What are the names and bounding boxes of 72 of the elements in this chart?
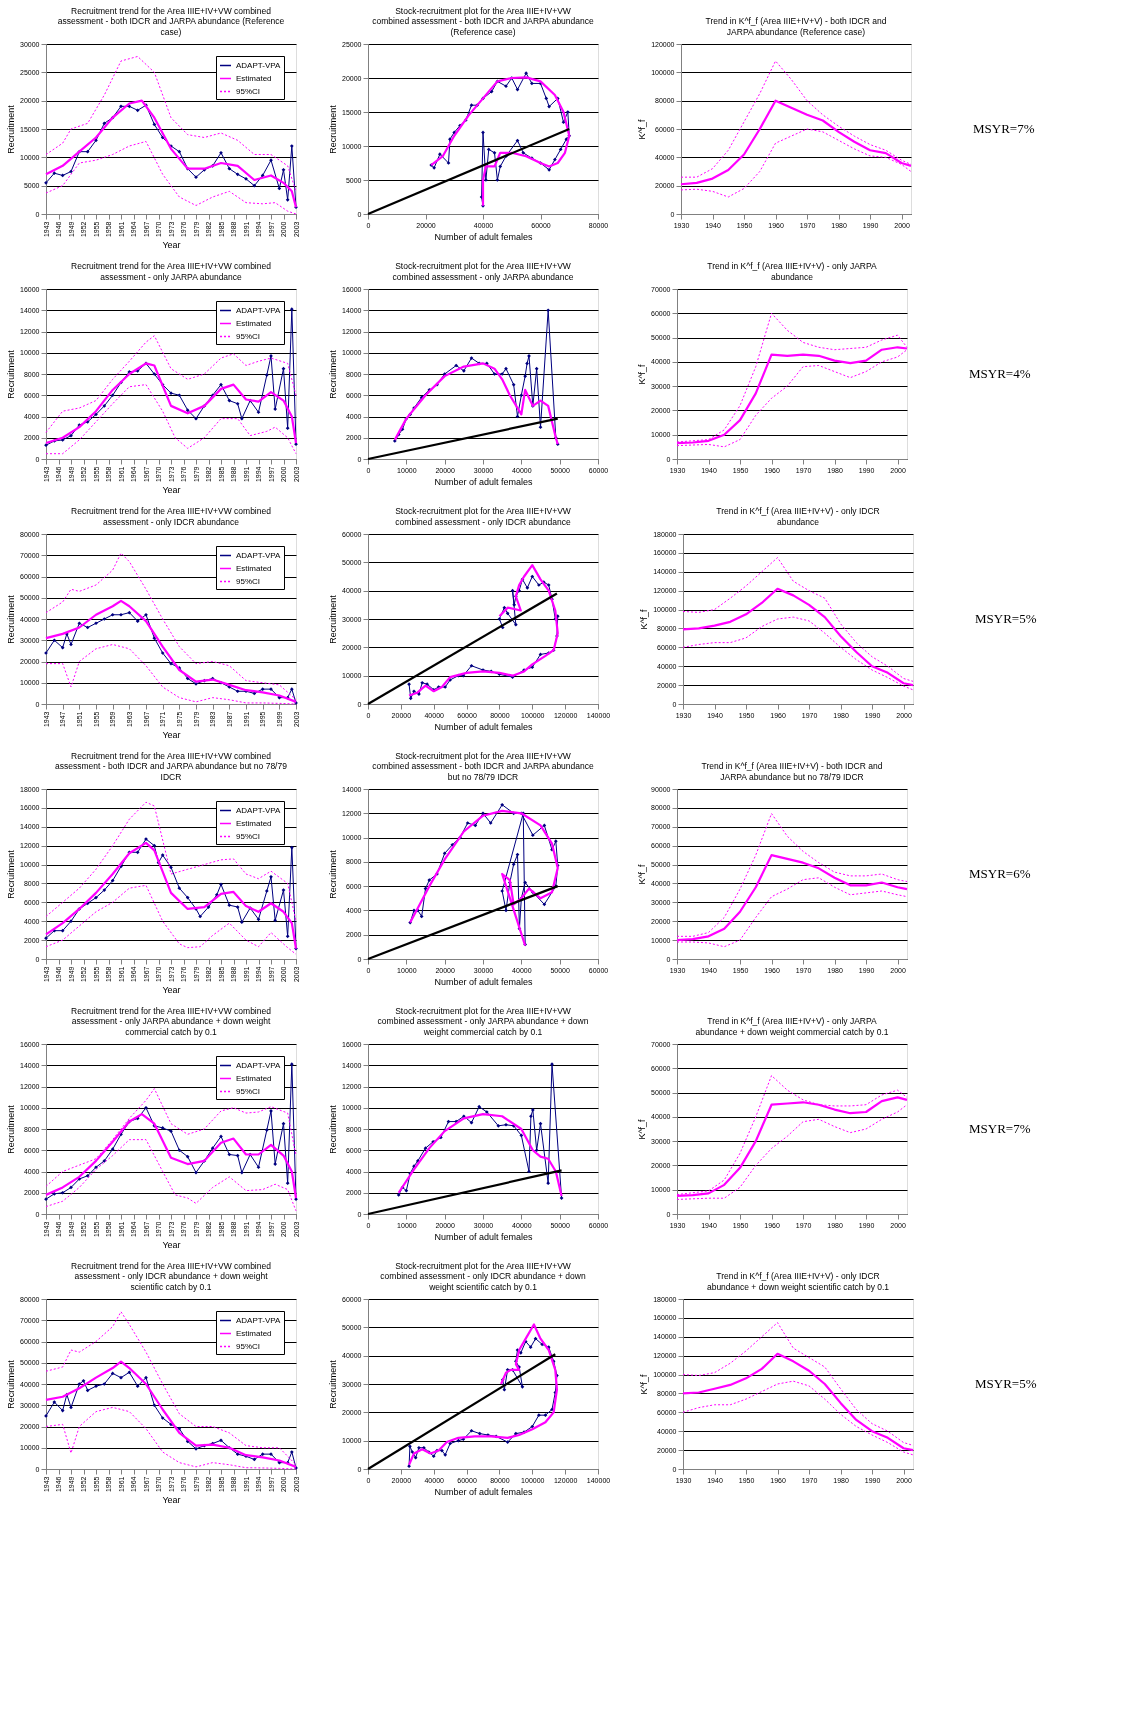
text: MSYR=7% xyxy=(969,1121,1031,1136)
chart-title: Stock-recruitment plot for the Area IIIE+IV+VW combined assessment - only JARPA abundance xyxy=(392,261,574,282)
chart-title: Trend in K^f_f (Area IIIE+IV+V) - both IDCR and JARPA abundance but no 78/79 IDCR xyxy=(701,761,883,782)
chart-title: Stock-recruitment plot for the Area IIIE+IV+VW combined assessment - both IDCR and JARPA abundance but no 78/79 IDCR xyxy=(372,750,594,782)
chart-title: Trend in K^f_f (Area IIIE+IV+V) - both IDCR and JARPA abundance (Reference case) xyxy=(705,16,887,37)
legend-label: 95%CI xyxy=(236,576,261,586)
y-axis-title: Recruitment xyxy=(328,594,339,644)
chart-title: Recruitment trend for the Area IIIE+IV+VW combined assessment - only IDCR abundance xyxy=(71,506,272,527)
legend-label: Estimated xyxy=(236,1328,272,1338)
y-axis-title: K^f_f xyxy=(637,863,648,885)
y-axis-title: Recruitment xyxy=(328,349,339,399)
chart-title: Trend in K^f_f (Area IIIE+IV+V) - only JARPA abundance + down weight commercial catch by 0.1 xyxy=(695,1016,889,1037)
x-axis-title: Year xyxy=(162,485,181,496)
y-axis-title: Recruitment xyxy=(328,1104,339,1154)
x-axis-title: Year xyxy=(162,1495,181,1506)
chart-title: Stock-recruitment plot for the Area IIIE+IV+VW combined assessment - only IDCR abundance xyxy=(395,506,571,527)
y-axis-title: K^f_f xyxy=(637,118,648,140)
y-axis-title: Recruitment xyxy=(6,1104,17,1154)
x-axis-title: Number of adult females xyxy=(434,721,534,732)
x-axis-title: Year xyxy=(162,985,181,996)
x-axis-title: Number of adult females xyxy=(434,976,534,987)
legend-label: 95%CI xyxy=(236,331,261,341)
legend-label: ADAPT-VPA xyxy=(236,60,281,70)
y-axis-title: Recruitment xyxy=(6,104,17,154)
legend-label: ADAPT-VPA xyxy=(236,805,281,815)
y-axis-title: Recruitment xyxy=(6,594,17,644)
legend-label: ADAPT-VPA xyxy=(236,1315,281,1325)
y-axis-title: Recruitment xyxy=(6,349,17,399)
chart-title: Trend in K^f_f (Area IIIE+IV+V) - only IDCR abundance + down weight scientific catch by 0.1 xyxy=(706,1271,890,1292)
legend-label: Estimated xyxy=(236,818,272,828)
y-axis-title: K^f_f xyxy=(637,363,648,385)
legend-label: 95%CI xyxy=(236,1086,261,1096)
legend-label: ADAPT-VPA xyxy=(236,305,281,315)
chart-title: Trend in K^f_f (Area IIIE+IV+V) - only JARPA abundance xyxy=(707,261,877,282)
chart-title: Stock-recruitment plot for the Area IIIE+IV+VW combined assessment - both IDCR and JARPA abundance (Reference case) xyxy=(372,5,594,37)
x-axis-title: Number of adult females xyxy=(434,1486,534,1497)
x-axis-title: Year xyxy=(162,240,181,251)
chart-title: Recruitment trend for the Area IIIE+IV+VW combined assessment - only JARPA abundance xyxy=(71,261,272,282)
y-axis-title: K^f_f xyxy=(639,1373,650,1395)
text: MSYR=6% xyxy=(969,866,1031,881)
legend-label: 95%CI xyxy=(236,86,261,96)
text: MSYR=7% xyxy=(973,121,1035,136)
x-axis-title: Year xyxy=(162,730,181,741)
chart-title: Recruitment trend for the Area IIIE+IV+VW combined assessment - both IDCR and JARPA abundance (Reference case) xyxy=(57,5,285,37)
legend-label: Estimated xyxy=(236,1073,272,1083)
chart-title: Recruitment trend for the Area IIIE+IV+VW combined assessment - only IDCR abundance + down weight scientific catch by 0.1 xyxy=(71,1260,272,1292)
y-axis-title: K^f_f xyxy=(637,1118,648,1140)
legend-label: 95%CI xyxy=(236,831,261,841)
chart-title: Stock-recruitment plot for the Area IIIE+IV+VW combined assessment - only JARPA abundance + down weight commercial catch by 0.1 xyxy=(377,1005,589,1037)
y-axis-title: Recruitment xyxy=(6,1359,17,1409)
legend-label: Estimated xyxy=(236,563,272,573)
chart-title: Recruitment trend for the Area IIIE+IV+VW combined assessment - only JARPA abundance + down weight commercial catch by 0.1 xyxy=(71,1005,272,1037)
x-axis-title: Number of adult females xyxy=(434,231,534,242)
y-axis-title: Recruitment xyxy=(6,849,17,899)
legend-label: Estimated xyxy=(236,318,272,328)
x-axis-title: Number of adult females xyxy=(434,476,534,487)
chart-title: Recruitment trend for the Area IIIE+IV+VW combined assessment - both IDCR and JARPA abundance but no 78/79 IDCR xyxy=(55,750,288,782)
text: MSYR=5% xyxy=(975,611,1037,626)
chart-title: Trend in K^f_f (Area IIIE+IV+V) - only IDCR abundance xyxy=(716,506,880,527)
x-axis-title: Number of adult females xyxy=(434,1231,534,1242)
y-axis-title: K^f_f xyxy=(639,608,650,630)
y-axis-title: Recruitment xyxy=(328,104,339,154)
text: MSYR=5% xyxy=(975,1376,1037,1391)
x-axis-title: Year xyxy=(162,1240,181,1251)
y-axis-title: Recruitment xyxy=(328,849,339,899)
text: MSYR=4% xyxy=(969,366,1031,381)
legend-label: ADAPT-VPA xyxy=(236,550,281,560)
legend-label: ADAPT-VPA xyxy=(236,1060,281,1070)
chart-title: Stock-recruitment plot for the Area IIIE+IV+VW combined assessment - only IDCR abundance + down weight scientific catch by 0.1 xyxy=(380,1260,586,1292)
legend-label: 95%CI xyxy=(236,1341,261,1351)
y-axis-title: Recruitment xyxy=(328,1359,339,1409)
legend-label: Estimated xyxy=(236,73,272,83)
